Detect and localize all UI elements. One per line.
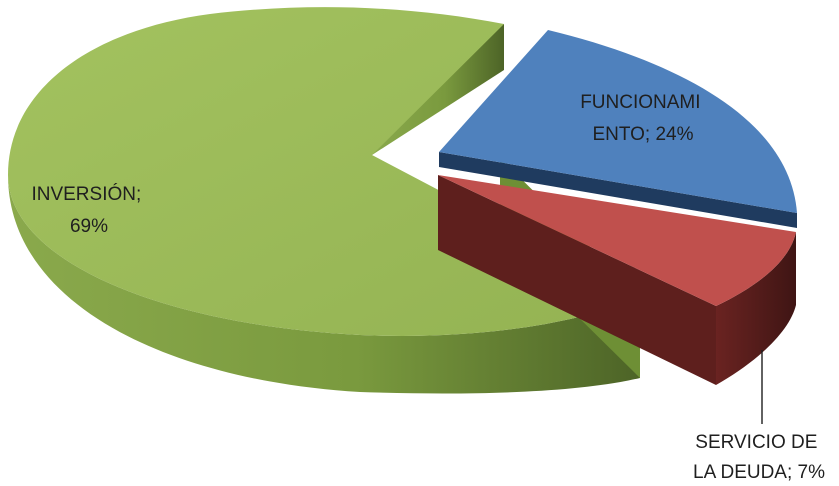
label-servicio-deuda-line-1: SERVICIO DE — [695, 432, 817, 453]
slice-servicio-deuda-top — [438, 175, 796, 306]
label-inversion-line-1: INVERSIÓN; — [31, 183, 141, 205]
slice-funcionamiento-top — [439, 30, 797, 213]
slice-funcionamiento-side — [439, 152, 797, 228]
label-funcionamiento-line-2: ENTO; 24% — [592, 124, 693, 145]
label-funcionamiento-line-1: FUNCIONAMI — [580, 92, 700, 113]
slice-servicio-deuda-wall — [716, 232, 796, 385]
slice-funcionamiento — [439, 30, 797, 228]
label-servicio-deuda-line-2: LA DEUDA; 7% — [693, 462, 825, 483]
label-servicio-deuda: SERVICIO DE LA DEUDA; 7% — [693, 432, 825, 483]
slice-servicio-deuda-cut — [438, 175, 716, 385]
slice-servicio-deuda — [438, 175, 796, 385]
label-inversion-line-2: 69% — [70, 216, 108, 237]
slice-inversion-wall — [8, 175, 640, 394]
label-funcionamiento: FUNCIONAMI ENTO; 24% — [580, 92, 706, 145]
label-inversion: INVERSIÓN; 69% — [31, 183, 146, 237]
